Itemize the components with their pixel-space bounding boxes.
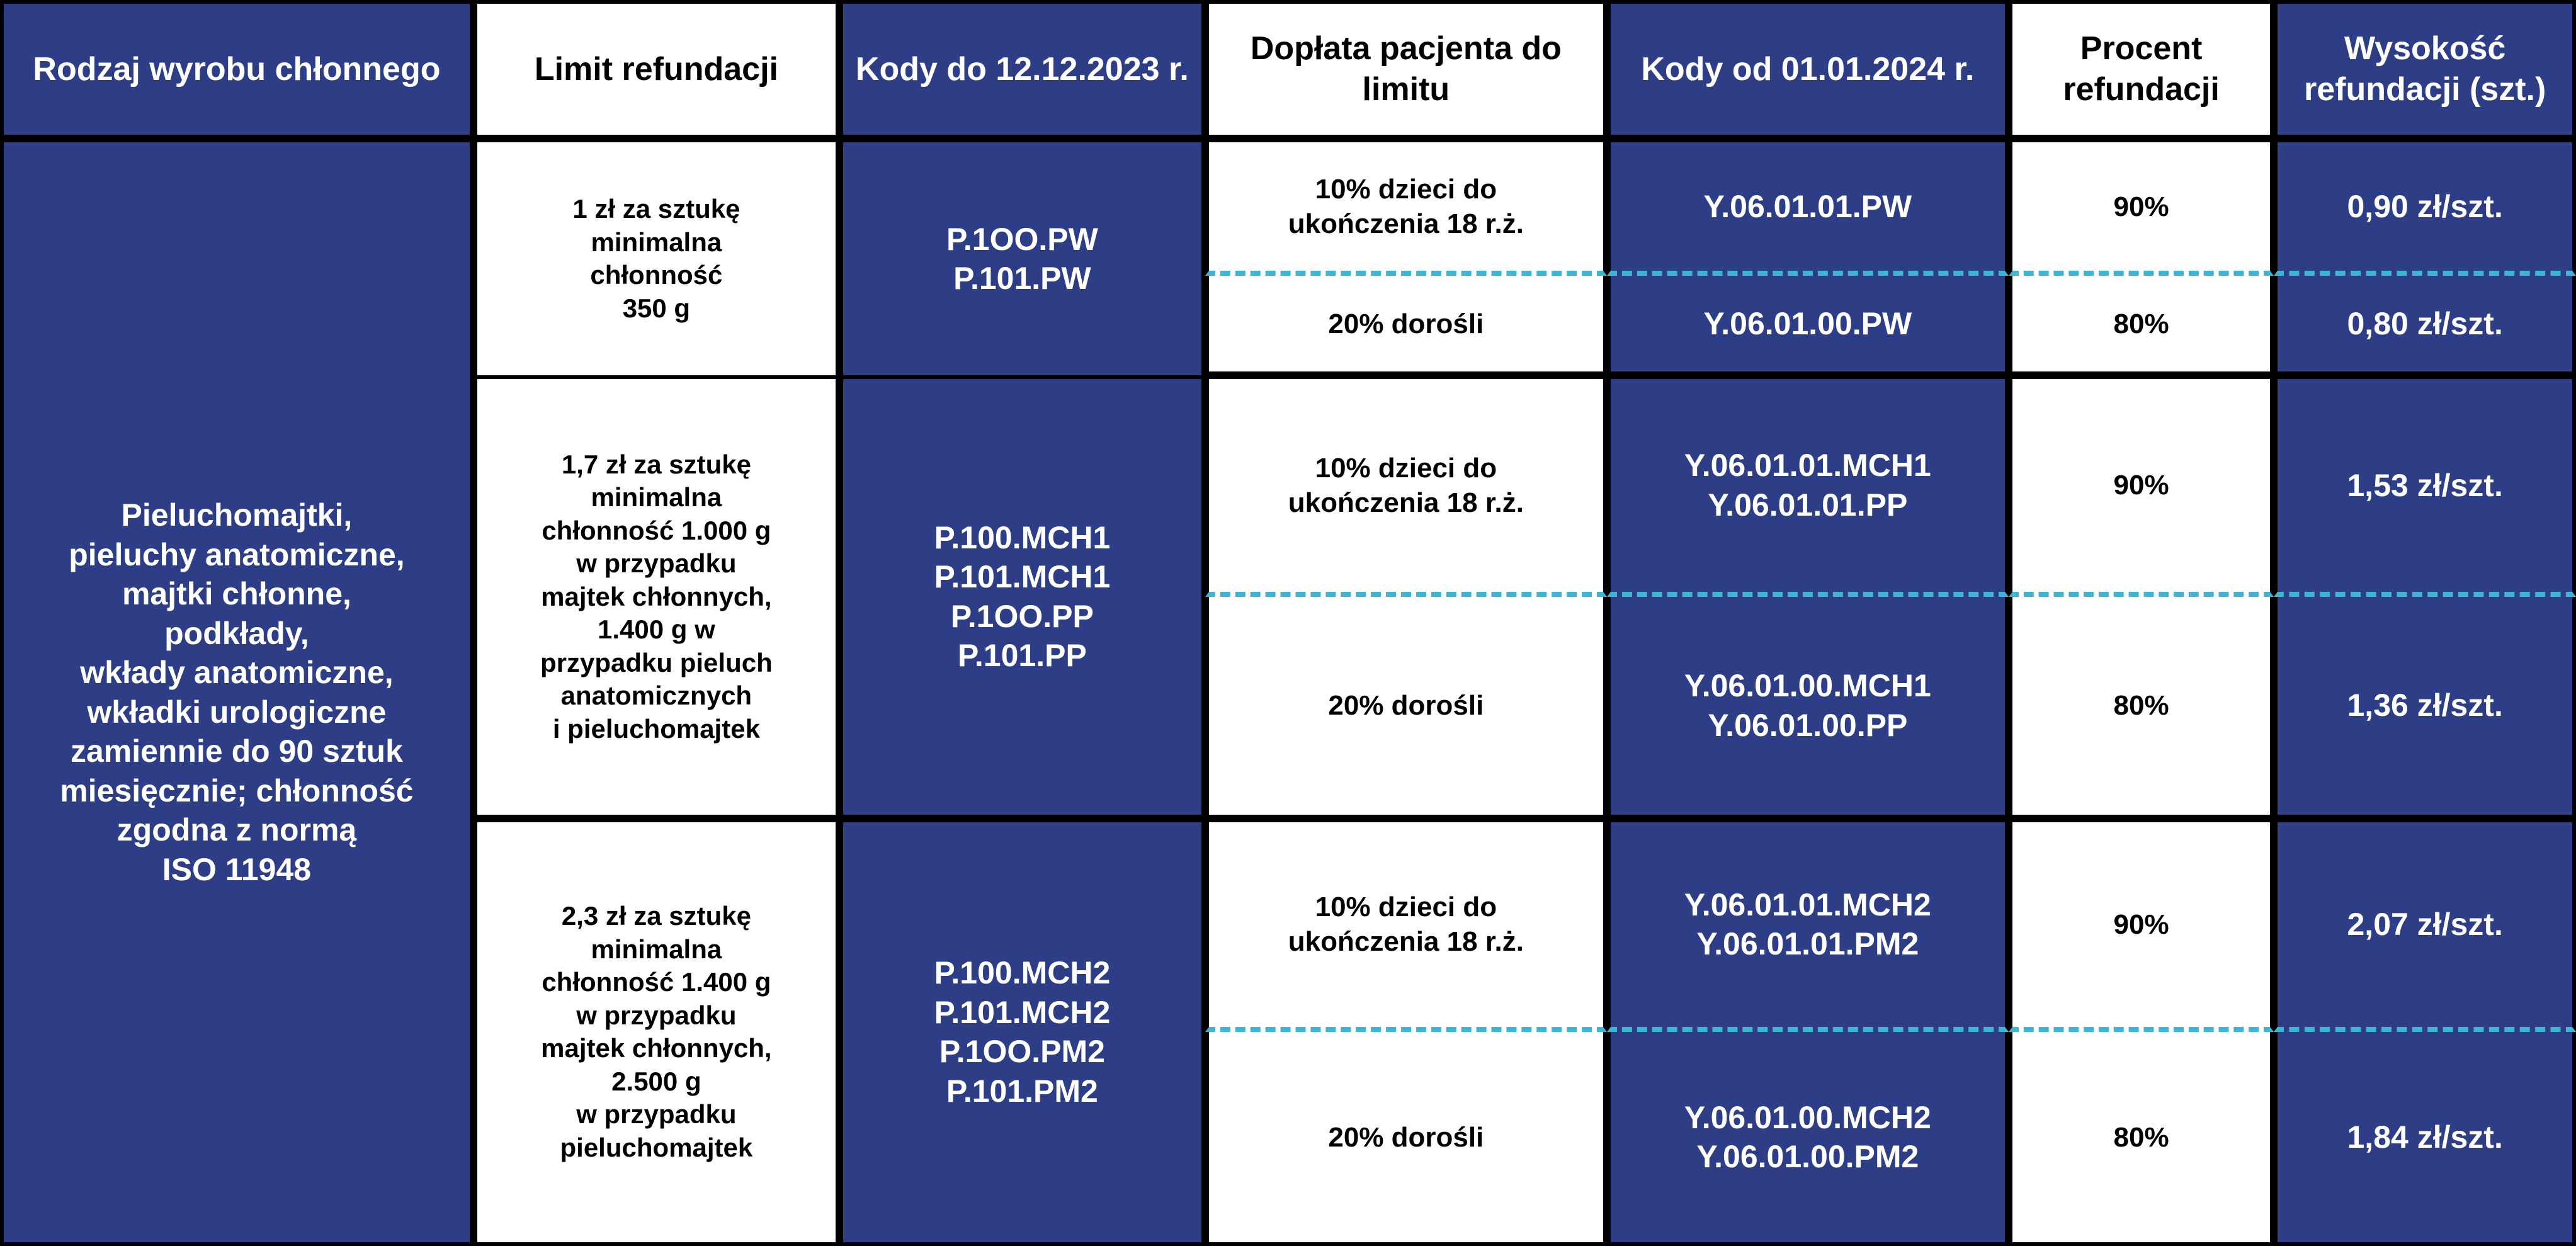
g1-r1-codenew: Y.06.01.01.PW bbox=[1607, 139, 2009, 276]
g2-r1-pct: 90% bbox=[2009, 375, 2274, 597]
g3-limit: 2,3 zł za sztukęminimalnachłonność 1.400… bbox=[474, 818, 839, 1246]
hdr-rodzaj: Rodzaj wyrobu chłonnego bbox=[0, 0, 474, 139]
g1-r2-pct: 80% bbox=[2009, 276, 2274, 375]
g1-codes-old: P.1OO.PWP.101.PW bbox=[839, 139, 1205, 375]
g3-r1-codenew: Y.06.01.01.MCH2Y.06.01.01.PM2 bbox=[1607, 818, 2009, 1033]
g3-r1-pct: 90% bbox=[2009, 818, 2274, 1033]
hdr-limit: Limit refundacji bbox=[474, 0, 839, 139]
g3-r1-amt: 2,07 zł/szt. bbox=[2274, 818, 2576, 1033]
g2-r2-codenew: Y.06.01.00.MCH1Y.06.01.00.PP bbox=[1607, 597, 2009, 818]
g3-codes-old: P.100.MCH2P.101.MCH2P.1OO.PM2P.101.PM2 bbox=[839, 818, 1205, 1246]
g1-r2-codenew: Y.06.01.00.PW bbox=[1607, 276, 2009, 375]
g2-r2-pct: 80% bbox=[2009, 597, 2274, 818]
hdr-wysokosc: Wysokość refundacji (szt.) bbox=[2274, 0, 2576, 139]
g3-r2-doplata: 20% dorośli bbox=[1205, 1032, 1607, 1246]
g3-r1-doplata: 10% dzieci doukończenia 18 r.ż. bbox=[1205, 818, 1607, 1033]
g1-r1-amt: 0,90 zł/szt. bbox=[2274, 139, 2576, 276]
g2-r1-doplata: 10% dzieci doukończenia 18 r.ż. bbox=[1205, 375, 1607, 597]
g1-limit: 1 zł za sztukęminimalnachłonność350 g bbox=[474, 139, 839, 375]
hdr-procent: Procent refundacji bbox=[2009, 0, 2274, 139]
product-type-label: Pieluchomajtki,pieluchy anatomiczne,majt… bbox=[0, 139, 474, 1246]
g2-limit: 1,7 zł za sztukęminimalnachłonność 1.000… bbox=[474, 375, 839, 818]
hdr-kody-do: Kody do 12.12.2023 r. bbox=[839, 0, 1205, 139]
g1-r2-doplata: 20% dorośli bbox=[1205, 276, 1607, 375]
g3-r2-codenew: Y.06.01.00.MCH2Y.06.01.00.PM2 bbox=[1607, 1032, 2009, 1246]
g3-r2-pct: 80% bbox=[2009, 1032, 2274, 1246]
hdr-kody-od: Kody od 01.01.2024 r. bbox=[1607, 0, 2009, 139]
hdr-doplata: Dopłata pacjenta do limitu bbox=[1205, 0, 1607, 139]
g1-r2-amt: 0,80 zł/szt. bbox=[2274, 276, 2576, 375]
g2-codes-old: P.100.MCH1P.101.MCH1P.1OO.PPP.101.PP bbox=[839, 375, 1205, 818]
g2-r1-codenew: Y.06.01.01.MCH1Y.06.01.01.PP bbox=[1607, 375, 2009, 597]
refund-table: Rodzaj wyrobu chłonnego Limit refundacji… bbox=[0, 0, 2576, 1246]
g1-r1-doplata: 10% dzieci doukończenia 18 r.ż. bbox=[1205, 139, 1607, 276]
g3-r2-amt: 1,84 zł/szt. bbox=[2274, 1032, 2576, 1246]
g1-r1-pct: 90% bbox=[2009, 139, 2274, 276]
g2-r2-amt: 1,36 zł/szt. bbox=[2274, 597, 2576, 818]
g2-r1-amt: 1,53 zł/szt. bbox=[2274, 375, 2576, 597]
g2-r2-doplata: 20% dorośli bbox=[1205, 597, 1607, 818]
